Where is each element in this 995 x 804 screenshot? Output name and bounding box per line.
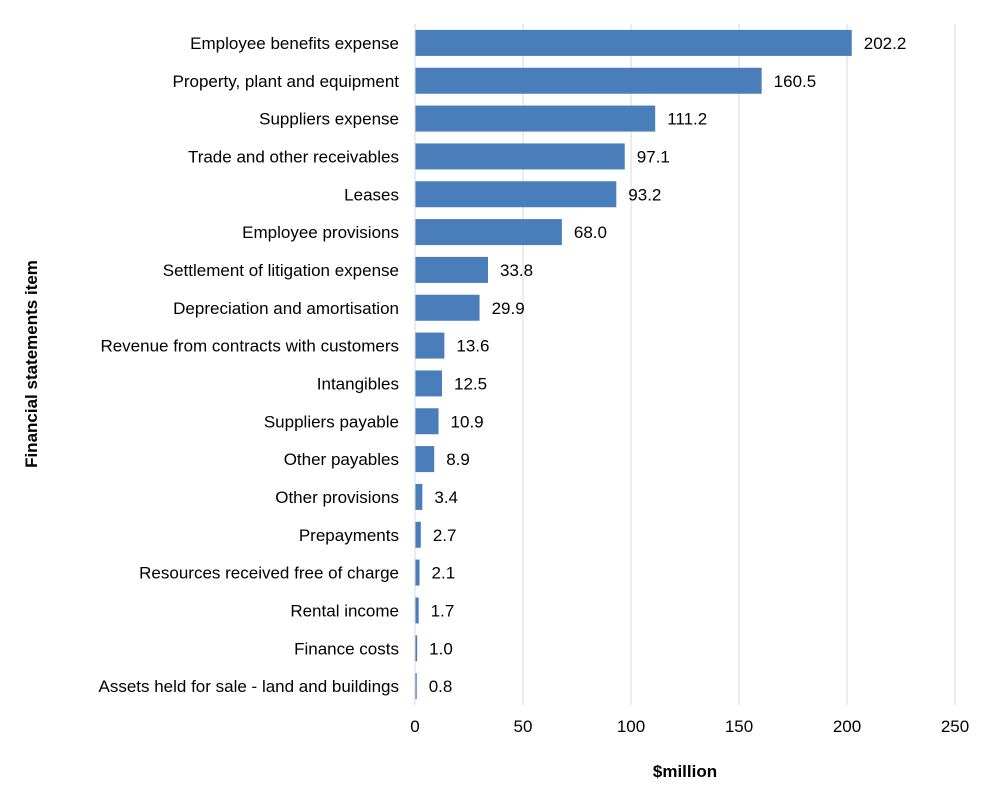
bar bbox=[415, 219, 562, 246]
bar bbox=[415, 105, 656, 132]
data-label: 68.0 bbox=[574, 223, 607, 242]
category-label: Employee provisions bbox=[242, 223, 399, 242]
data-label: 2.7 bbox=[433, 526, 457, 545]
data-label: 93.2 bbox=[628, 185, 661, 204]
category-label: Depreciation and amortisation bbox=[173, 299, 399, 318]
category-label: Other payables bbox=[284, 450, 399, 469]
bar bbox=[415, 483, 423, 510]
bar bbox=[415, 294, 480, 321]
data-label: 3.4 bbox=[434, 488, 458, 507]
labels: 0 50 100 150 200 250 Employee benefits expense… bbox=[98, 34, 969, 736]
data-label: 12.5 bbox=[454, 374, 487, 393]
category-label: Settlement of litigation expense bbox=[163, 261, 399, 280]
x-tick-label: 100 bbox=[617, 717, 645, 736]
data-label: 8.9 bbox=[446, 450, 470, 469]
category-label: Revenue from contracts with customers bbox=[100, 337, 399, 356]
bar bbox=[415, 256, 489, 283]
data-label: 202.2 bbox=[864, 34, 907, 53]
category-label: Trade and other receivables bbox=[188, 147, 399, 166]
x-tick-label: 200 bbox=[833, 717, 861, 736]
data-label: 160.5 bbox=[774, 72, 817, 91]
bar bbox=[415, 181, 617, 208]
category-label: Employee benefits expense bbox=[190, 34, 399, 53]
data-label: 0.8 bbox=[429, 677, 453, 696]
y-axis-title: Financial statements item bbox=[22, 260, 41, 468]
category-label: Suppliers payable bbox=[264, 412, 399, 431]
x-tick-label: 250 bbox=[941, 717, 969, 736]
bar bbox=[415, 673, 417, 700]
category-label: Rental income bbox=[290, 601, 399, 620]
category-label: Resources received free of charge bbox=[139, 564, 399, 583]
category-label: Suppliers expense bbox=[259, 110, 399, 129]
bar bbox=[415, 29, 852, 56]
x-axis-title: $million bbox=[653, 762, 717, 781]
category-label: Intangibles bbox=[317, 374, 399, 393]
data-label: 33.8 bbox=[500, 261, 533, 280]
x-tick-label: 50 bbox=[514, 717, 533, 736]
data-label: 1.7 bbox=[431, 601, 455, 620]
x-tick-label: 150 bbox=[725, 717, 753, 736]
data-label: 111.2 bbox=[667, 110, 707, 129]
bar bbox=[415, 446, 435, 473]
bar bbox=[415, 635, 418, 662]
x-tick-label: 0 bbox=[410, 717, 419, 736]
bar bbox=[415, 597, 419, 624]
data-label: 13.6 bbox=[456, 337, 489, 356]
bar bbox=[415, 67, 762, 94]
category-label: Leases bbox=[344, 185, 399, 204]
bar bbox=[415, 332, 445, 359]
category-label: Property, plant and equipment bbox=[173, 72, 400, 91]
data-label: 10.9 bbox=[451, 412, 484, 431]
bar bbox=[415, 143, 625, 170]
category-label: Finance costs bbox=[294, 639, 399, 658]
gridlines bbox=[522, 24, 956, 705]
bar bbox=[415, 408, 439, 435]
bar bbox=[415, 559, 420, 586]
data-label: 2.1 bbox=[432, 564, 456, 583]
bar bbox=[415, 370, 442, 397]
bars bbox=[415, 29, 852, 700]
data-label: 97.1 bbox=[637, 147, 670, 166]
data-label: 1.0 bbox=[429, 639, 453, 658]
category-label: Assets held for sale - land and building… bbox=[98, 677, 399, 696]
category-label: Other provisions bbox=[275, 488, 399, 507]
category-label: Prepayments bbox=[299, 526, 399, 545]
data-label: 29.9 bbox=[492, 299, 525, 318]
bar bbox=[415, 521, 421, 548]
